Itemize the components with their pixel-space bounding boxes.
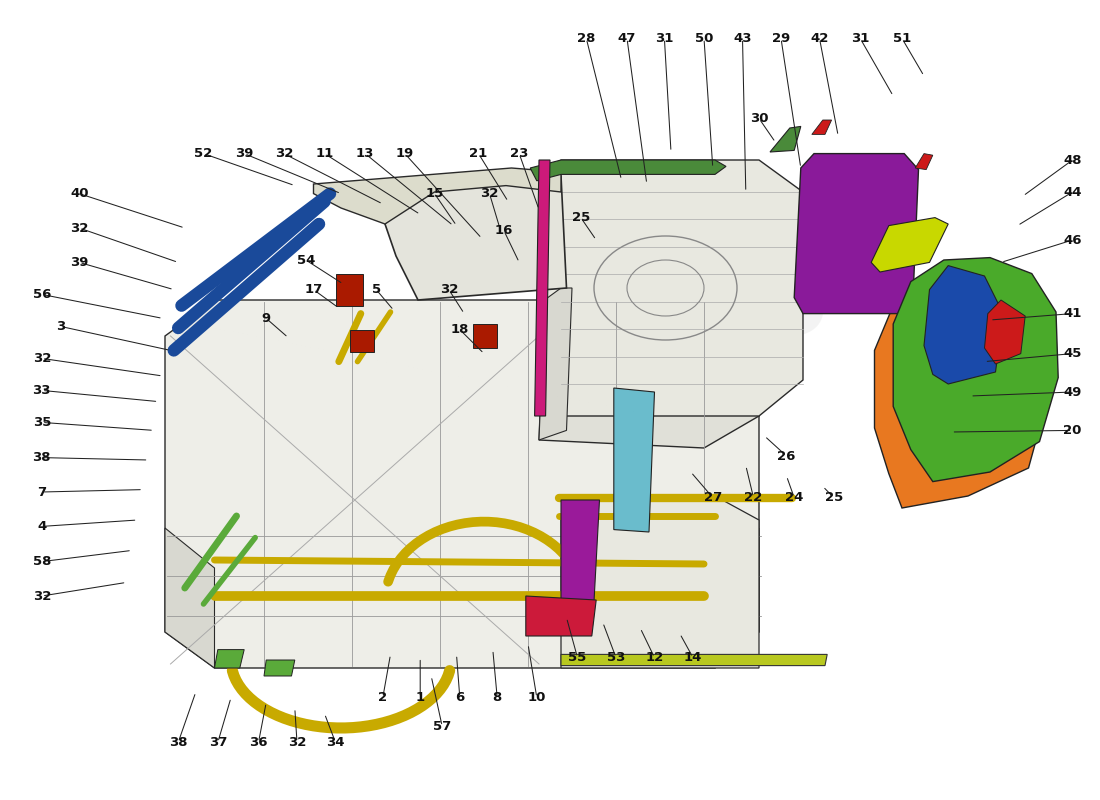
Polygon shape (350, 330, 374, 352)
Text: 30: 30 (750, 112, 768, 125)
Polygon shape (530, 160, 726, 181)
Text: 31: 31 (851, 32, 869, 45)
Text: 17: 17 (305, 283, 322, 296)
Text: 49: 49 (1064, 386, 1081, 398)
Text: 42: 42 (811, 32, 828, 45)
Text: 31: 31 (656, 32, 673, 45)
Polygon shape (984, 300, 1025, 364)
Text: 56: 56 (33, 288, 51, 301)
Polygon shape (715, 528, 759, 668)
Text: 19: 19 (396, 147, 414, 160)
Text: 54: 54 (297, 254, 315, 266)
Text: 4: 4 (37, 520, 46, 533)
Polygon shape (539, 288, 572, 440)
Polygon shape (812, 120, 832, 134)
Polygon shape (336, 274, 363, 306)
Text: 32: 32 (275, 147, 293, 160)
Text: EUROCHROME: EUROCHROME (353, 330, 791, 598)
Polygon shape (165, 528, 214, 668)
Text: 38: 38 (33, 451, 51, 464)
Text: 40: 40 (70, 187, 88, 200)
Text: 1: 1 (416, 691, 425, 704)
Text: 14: 14 (684, 651, 702, 664)
Text: 32: 32 (70, 222, 88, 234)
Text: 27: 27 (704, 491, 722, 504)
Text: 16: 16 (495, 224, 513, 237)
Text: 32: 32 (481, 187, 498, 200)
Text: 34: 34 (327, 736, 344, 749)
Text: 26: 26 (778, 450, 795, 462)
Polygon shape (874, 280, 1045, 508)
Text: 13: 13 (356, 147, 374, 160)
Text: 44: 44 (1064, 186, 1081, 198)
Text: 29: 29 (772, 32, 790, 45)
Text: 25: 25 (572, 211, 590, 224)
Polygon shape (314, 168, 561, 224)
Text: 41: 41 (1064, 307, 1081, 320)
Text: 7: 7 (37, 486, 46, 498)
Text: 57: 57 (433, 720, 451, 733)
Text: 32: 32 (33, 590, 51, 602)
Text: 15: 15 (426, 187, 443, 200)
Polygon shape (473, 324, 497, 348)
Polygon shape (915, 154, 933, 170)
Text: 33: 33 (33, 384, 51, 397)
Polygon shape (385, 172, 566, 300)
Polygon shape (924, 266, 1003, 384)
Polygon shape (526, 596, 596, 636)
Text: 32: 32 (440, 283, 458, 296)
Text: 46: 46 (1064, 234, 1081, 246)
Text: 23: 23 (510, 147, 528, 160)
Text: 22: 22 (745, 491, 762, 504)
Text: 6: 6 (455, 691, 464, 704)
Text: 43: 43 (734, 32, 751, 45)
Text: 12: 12 (646, 651, 663, 664)
Text: 21: 21 (470, 147, 487, 160)
Text: 48: 48 (1064, 154, 1081, 166)
Text: 2: 2 (378, 691, 387, 704)
Text: 51: 51 (893, 32, 911, 45)
Text: 28: 28 (578, 32, 595, 45)
Text: 53: 53 (607, 651, 625, 664)
Polygon shape (165, 300, 759, 668)
Polygon shape (614, 388, 654, 532)
Polygon shape (539, 300, 759, 448)
Text: 36: 36 (250, 736, 267, 749)
Text: 9: 9 (262, 312, 271, 325)
Polygon shape (561, 496, 759, 668)
Text: 5: 5 (372, 283, 381, 296)
Text: 8: 8 (493, 691, 502, 704)
Text: 37: 37 (209, 736, 227, 749)
Text: 39: 39 (70, 256, 88, 269)
Text: 58: 58 (33, 555, 51, 568)
Text: 47: 47 (618, 32, 636, 45)
Text: 39: 39 (235, 147, 253, 160)
Text: 32: 32 (33, 352, 51, 365)
Text: 32: 32 (288, 736, 306, 749)
Text: 55: 55 (569, 651, 586, 664)
Text: 45: 45 (1064, 347, 1081, 360)
Polygon shape (770, 126, 801, 152)
Text: 18: 18 (451, 323, 469, 336)
Polygon shape (561, 500, 600, 602)
Text: 11: 11 (316, 147, 333, 160)
Text: 52: 52 (195, 147, 212, 160)
Polygon shape (871, 218, 948, 272)
Polygon shape (535, 160, 550, 416)
Text: 3: 3 (56, 320, 65, 333)
Polygon shape (214, 650, 244, 668)
Polygon shape (794, 154, 918, 314)
Text: 25: 25 (825, 491, 843, 504)
Text: 24: 24 (785, 491, 803, 504)
Text: 38: 38 (169, 736, 187, 749)
Polygon shape (561, 654, 827, 666)
Polygon shape (893, 258, 1058, 482)
Text: 20: 20 (1064, 424, 1081, 437)
Text: 35: 35 (33, 416, 51, 429)
Polygon shape (264, 660, 295, 676)
Polygon shape (539, 160, 803, 416)
Text: 50: 50 (695, 32, 713, 45)
Text: 10: 10 (528, 691, 546, 704)
Text: 5: 5 (754, 250, 830, 358)
